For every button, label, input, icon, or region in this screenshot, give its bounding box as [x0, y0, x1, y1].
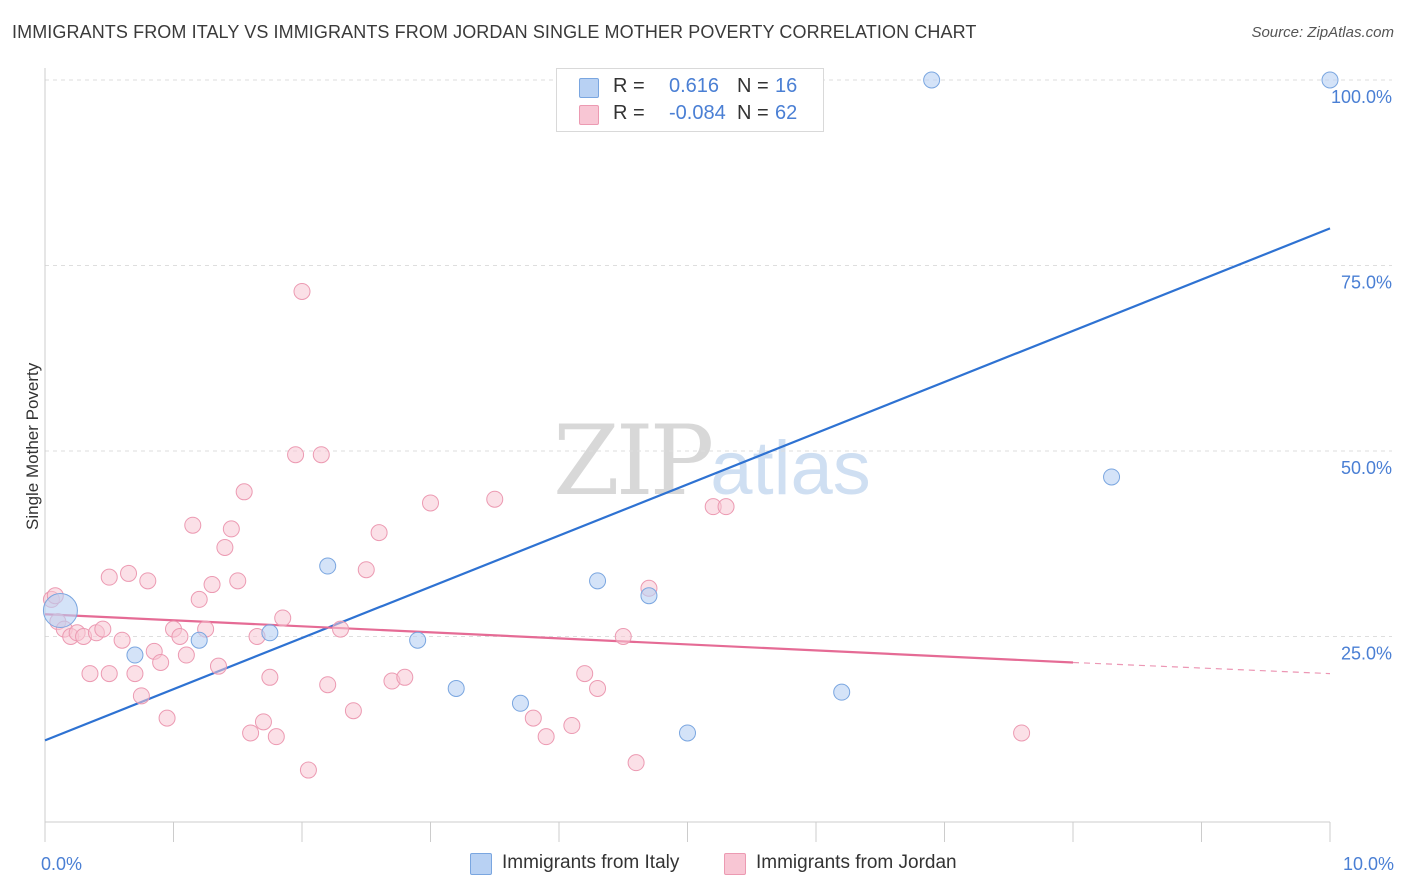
legend-n-value-jordan: 62: [775, 102, 798, 124]
point-jordan: [222, 520, 240, 538]
point-italy: [126, 646, 144, 664]
point-jordan: [563, 717, 581, 735]
point-italy: [447, 679, 465, 697]
point-jordan: [113, 631, 131, 649]
point-jordan: [209, 657, 227, 675]
point-italy: [1321, 71, 1339, 89]
point-jordan: [100, 568, 118, 586]
point-jordan: [171, 628, 189, 645]
point-jordan: [357, 561, 375, 579]
legend-swatch-italy: [579, 78, 599, 98]
point-italy: [261, 624, 279, 642]
point-italy: [679, 724, 696, 742]
point-jordan: [486, 490, 504, 508]
point-italy: [589, 572, 607, 590]
point-jordan: [139, 572, 157, 590]
point-jordan: [396, 668, 414, 686]
point-jordan: [261, 668, 279, 686]
data-points: [42, 71, 1339, 779]
point-jordan: [216, 538, 234, 556]
bottom-legend-swatch-italy: [470, 853, 492, 875]
legend-r-value-jordan: -0.084: [669, 102, 726, 124]
point-jordan: [717, 498, 735, 516]
point-jordan: [537, 728, 555, 746]
point-jordan: [287, 446, 305, 464]
legend-r-label: R =: [613, 75, 645, 97]
point-italy: [319, 557, 337, 575]
point-italy: [42, 593, 78, 629]
y-tick-label: 100.0%: [1331, 87, 1392, 107]
source-label: Source: ZipAtlas.com: [1251, 24, 1394, 41]
watermark: ZIPatlas: [553, 405, 871, 517]
legend-r-label: R =: [613, 102, 645, 124]
point-jordan: [319, 676, 337, 694]
point-jordan: [370, 524, 388, 542]
trend-lines: [44, 227, 1331, 742]
watermark-zip: ZIP: [553, 405, 714, 517]
point-italy: [409, 631, 427, 649]
point-jordan: [94, 620, 112, 638]
point-jordan: [126, 665, 144, 683]
point-jordan: [589, 679, 607, 697]
point-italy: [1103, 468, 1121, 486]
bottom-legend-label-jordan: Immigrants from Jordan: [756, 852, 957, 873]
point-jordan: [344, 702, 362, 720]
point-jordan: [100, 665, 118, 683]
trend-line-jordan-extrapolated: [1072, 661, 1331, 675]
point-jordan: [190, 590, 208, 608]
point-jordan: [254, 713, 272, 731]
point-jordan: [422, 494, 439, 512]
y-tick-label: 25.0%: [1341, 644, 1392, 664]
trend-line-italy: [44, 227, 1331, 742]
chart-title: IMMIGRANTS FROM ITALY VS IMMIGRANTS FROM…: [12, 22, 977, 42]
correlation-legend: R = 0.616 N = 16 R = -0.084 N = 62: [556, 68, 824, 132]
axes: [44, 68, 1331, 842]
point-jordan: [120, 564, 138, 582]
x-tick-label-max: 10.0%: [1343, 854, 1394, 874]
y-tick-label: 75.0%: [1341, 273, 1392, 293]
point-jordan: [242, 724, 260, 742]
x-tick-label-min: 0.0%: [41, 854, 82, 874]
point-italy: [640, 587, 658, 605]
point-jordan: [158, 709, 176, 727]
point-jordan: [627, 754, 645, 772]
point-jordan: [614, 628, 632, 645]
point-jordan: [177, 646, 195, 664]
point-jordan: [132, 687, 150, 705]
point-jordan: [184, 516, 202, 534]
point-jordan: [299, 761, 317, 779]
point-jordan: [332, 620, 350, 638]
y-tick-label: 50.0%: [1341, 458, 1392, 478]
point-jordan: [229, 572, 247, 590]
point-jordan: [293, 282, 311, 300]
legend-n-label: N =: [737, 75, 769, 97]
point-italy: [923, 71, 941, 89]
point-jordan: [267, 728, 285, 746]
point-jordan: [576, 665, 594, 683]
tick-labels: 25.0% 50.0% 75.0% 100.0% 0.0% 10.0%: [41, 87, 1394, 874]
point-jordan: [81, 665, 99, 683]
gridlines: [45, 79, 1392, 637]
point-jordan: [274, 609, 292, 627]
point-jordan: [203, 576, 221, 594]
watermark-atlas: atlas: [710, 426, 871, 511]
legend-swatch-jordan: [579, 105, 599, 125]
point-italy: [511, 694, 529, 712]
point-jordan: [524, 709, 542, 727]
point-jordan: [1013, 724, 1031, 742]
y-axis-label: Single Mother Poverty: [23, 362, 42, 530]
legend-n-label: N =: [737, 102, 769, 124]
point-jordan: [152, 653, 170, 671]
trend-line-jordan: [44, 613, 1074, 664]
point-italy: [833, 683, 851, 701]
bottom-legend-label-italy: Immigrants from Italy: [502, 852, 680, 873]
point-jordan: [235, 483, 253, 501]
legend-n-value-italy: 16: [775, 75, 798, 97]
point-jordan: [312, 446, 330, 464]
point-italy: [190, 631, 208, 649]
legend-r-value-italy: 0.616: [669, 75, 720, 97]
bottom-legend-swatch-jordan: [724, 853, 746, 875]
